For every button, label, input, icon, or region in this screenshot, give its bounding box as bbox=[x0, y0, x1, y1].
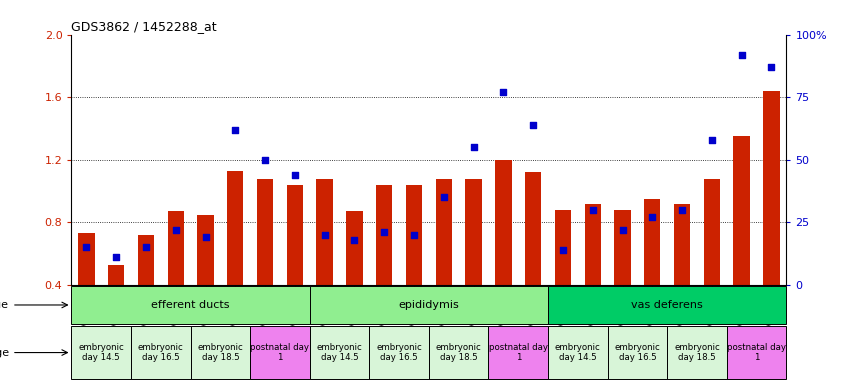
Bar bbox=[251, 326, 309, 379]
Bar bbox=[406, 185, 422, 348]
Bar bbox=[733, 136, 750, 348]
Bar bbox=[227, 171, 244, 348]
Text: embryonic
day 14.5: embryonic day 14.5 bbox=[78, 343, 124, 362]
Point bbox=[258, 157, 272, 163]
Bar bbox=[309, 326, 369, 379]
Text: vas deferens: vas deferens bbox=[632, 300, 703, 310]
Bar bbox=[287, 185, 303, 348]
Bar bbox=[376, 185, 393, 348]
Point bbox=[705, 137, 718, 143]
Point bbox=[109, 254, 123, 260]
Point bbox=[407, 232, 420, 238]
Point bbox=[318, 232, 331, 238]
Text: embryonic
day 18.5: embryonic day 18.5 bbox=[436, 343, 482, 362]
Bar bbox=[548, 326, 607, 379]
Point bbox=[229, 127, 242, 133]
Bar bbox=[346, 212, 362, 348]
Point bbox=[586, 207, 600, 213]
Bar bbox=[316, 179, 333, 348]
Text: embryonic
day 14.5: embryonic day 14.5 bbox=[555, 343, 600, 362]
Point bbox=[526, 122, 540, 128]
Text: embryonic
day 16.5: embryonic day 16.5 bbox=[615, 343, 660, 362]
Point bbox=[80, 244, 93, 250]
Bar bbox=[257, 179, 273, 348]
Bar bbox=[71, 326, 131, 379]
Point bbox=[616, 227, 629, 233]
Bar bbox=[131, 326, 191, 379]
Bar bbox=[548, 286, 786, 324]
Bar bbox=[727, 326, 786, 379]
Point bbox=[169, 227, 182, 233]
Bar bbox=[607, 326, 667, 379]
Point bbox=[735, 51, 748, 58]
Text: postnatal day
1: postnatal day 1 bbox=[727, 343, 786, 362]
Bar bbox=[436, 179, 452, 348]
Bar bbox=[198, 215, 214, 348]
Point bbox=[437, 194, 451, 200]
Bar bbox=[489, 326, 548, 379]
Text: development stage: development stage bbox=[0, 348, 9, 358]
Text: efferent ducts: efferent ducts bbox=[151, 300, 230, 310]
Bar bbox=[704, 179, 720, 348]
Point bbox=[198, 234, 212, 240]
Bar bbox=[309, 286, 548, 324]
Bar bbox=[138, 235, 154, 348]
Bar bbox=[584, 204, 601, 348]
Text: GDS3862 / 1452288_at: GDS3862 / 1452288_at bbox=[71, 20, 217, 33]
Point bbox=[140, 244, 153, 250]
Point bbox=[288, 172, 302, 178]
Bar bbox=[764, 91, 780, 348]
Point bbox=[378, 229, 391, 235]
Text: tissue: tissue bbox=[0, 300, 9, 310]
Bar bbox=[667, 326, 727, 379]
Bar bbox=[614, 210, 631, 348]
Bar bbox=[555, 210, 571, 348]
Text: postnatal day
1: postnatal day 1 bbox=[489, 343, 547, 362]
Point bbox=[347, 237, 361, 243]
Bar bbox=[465, 179, 482, 348]
Point bbox=[764, 64, 778, 70]
Text: embryonic
day 18.5: embryonic day 18.5 bbox=[674, 343, 720, 362]
Text: embryonic
day 18.5: embryonic day 18.5 bbox=[198, 343, 243, 362]
Point bbox=[646, 214, 659, 220]
Bar bbox=[78, 233, 94, 348]
Bar bbox=[71, 286, 309, 324]
Point bbox=[556, 247, 569, 253]
Bar bbox=[191, 326, 251, 379]
Text: embryonic
day 16.5: embryonic day 16.5 bbox=[138, 343, 183, 362]
Bar bbox=[108, 265, 124, 348]
Bar bbox=[369, 326, 429, 379]
Bar bbox=[644, 199, 660, 348]
Bar bbox=[495, 160, 511, 348]
Text: embryonic
day 14.5: embryonic day 14.5 bbox=[317, 343, 362, 362]
Bar bbox=[429, 326, 489, 379]
Bar bbox=[167, 212, 184, 348]
Bar bbox=[674, 204, 690, 348]
Point bbox=[675, 207, 689, 213]
Text: epididymis: epididymis bbox=[399, 300, 459, 310]
Text: embryonic
day 16.5: embryonic day 16.5 bbox=[376, 343, 422, 362]
Text: postnatal day
1: postnatal day 1 bbox=[251, 343, 309, 362]
Point bbox=[497, 89, 510, 95]
Bar bbox=[525, 172, 542, 348]
Point bbox=[467, 144, 480, 150]
